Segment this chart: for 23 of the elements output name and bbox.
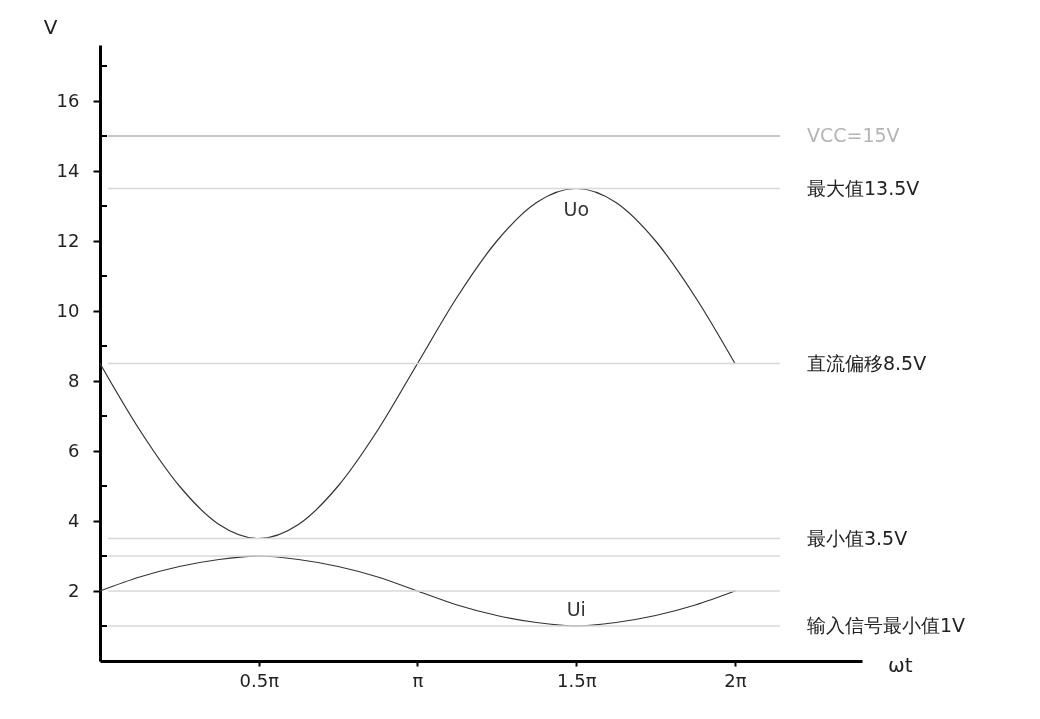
x-tick-label: 0.5π bbox=[239, 669, 280, 691]
ref-line-label: 输入信号最小值1V bbox=[806, 614, 966, 636]
y-tick-label: 16 bbox=[56, 89, 80, 111]
ref-line-label: VCC=15V bbox=[806, 124, 900, 146]
y-tick-label: 6 bbox=[68, 439, 80, 461]
ref-line-label: 直流偏移8.5V bbox=[806, 351, 927, 374]
x-tick-label: 2π bbox=[724, 669, 747, 691]
x-tick-label: π bbox=[412, 669, 424, 691]
y-tick-label: 2 bbox=[68, 579, 80, 601]
ref-line-label: 最小值3.5V bbox=[806, 526, 908, 549]
y-tick-label: 14 bbox=[56, 159, 80, 181]
x-axis-title: ωt bbox=[887, 652, 913, 677]
line-series bbox=[99, 555, 736, 627]
y-tick-label: 8 bbox=[68, 369, 80, 391]
y-axis-title: V bbox=[43, 14, 58, 39]
series-label: Uo bbox=[563, 197, 590, 220]
y-tick-label: 10 bbox=[56, 299, 80, 321]
y-tick-label: 4 bbox=[68, 509, 80, 531]
y-tick-label: 12 bbox=[56, 229, 80, 251]
x-tick-label: 1.5π bbox=[557, 669, 597, 691]
ref-line-label: 最大值13.5V bbox=[806, 176, 920, 199]
line-series bbox=[99, 187, 736, 540]
series-label: Ui bbox=[566, 598, 586, 620]
